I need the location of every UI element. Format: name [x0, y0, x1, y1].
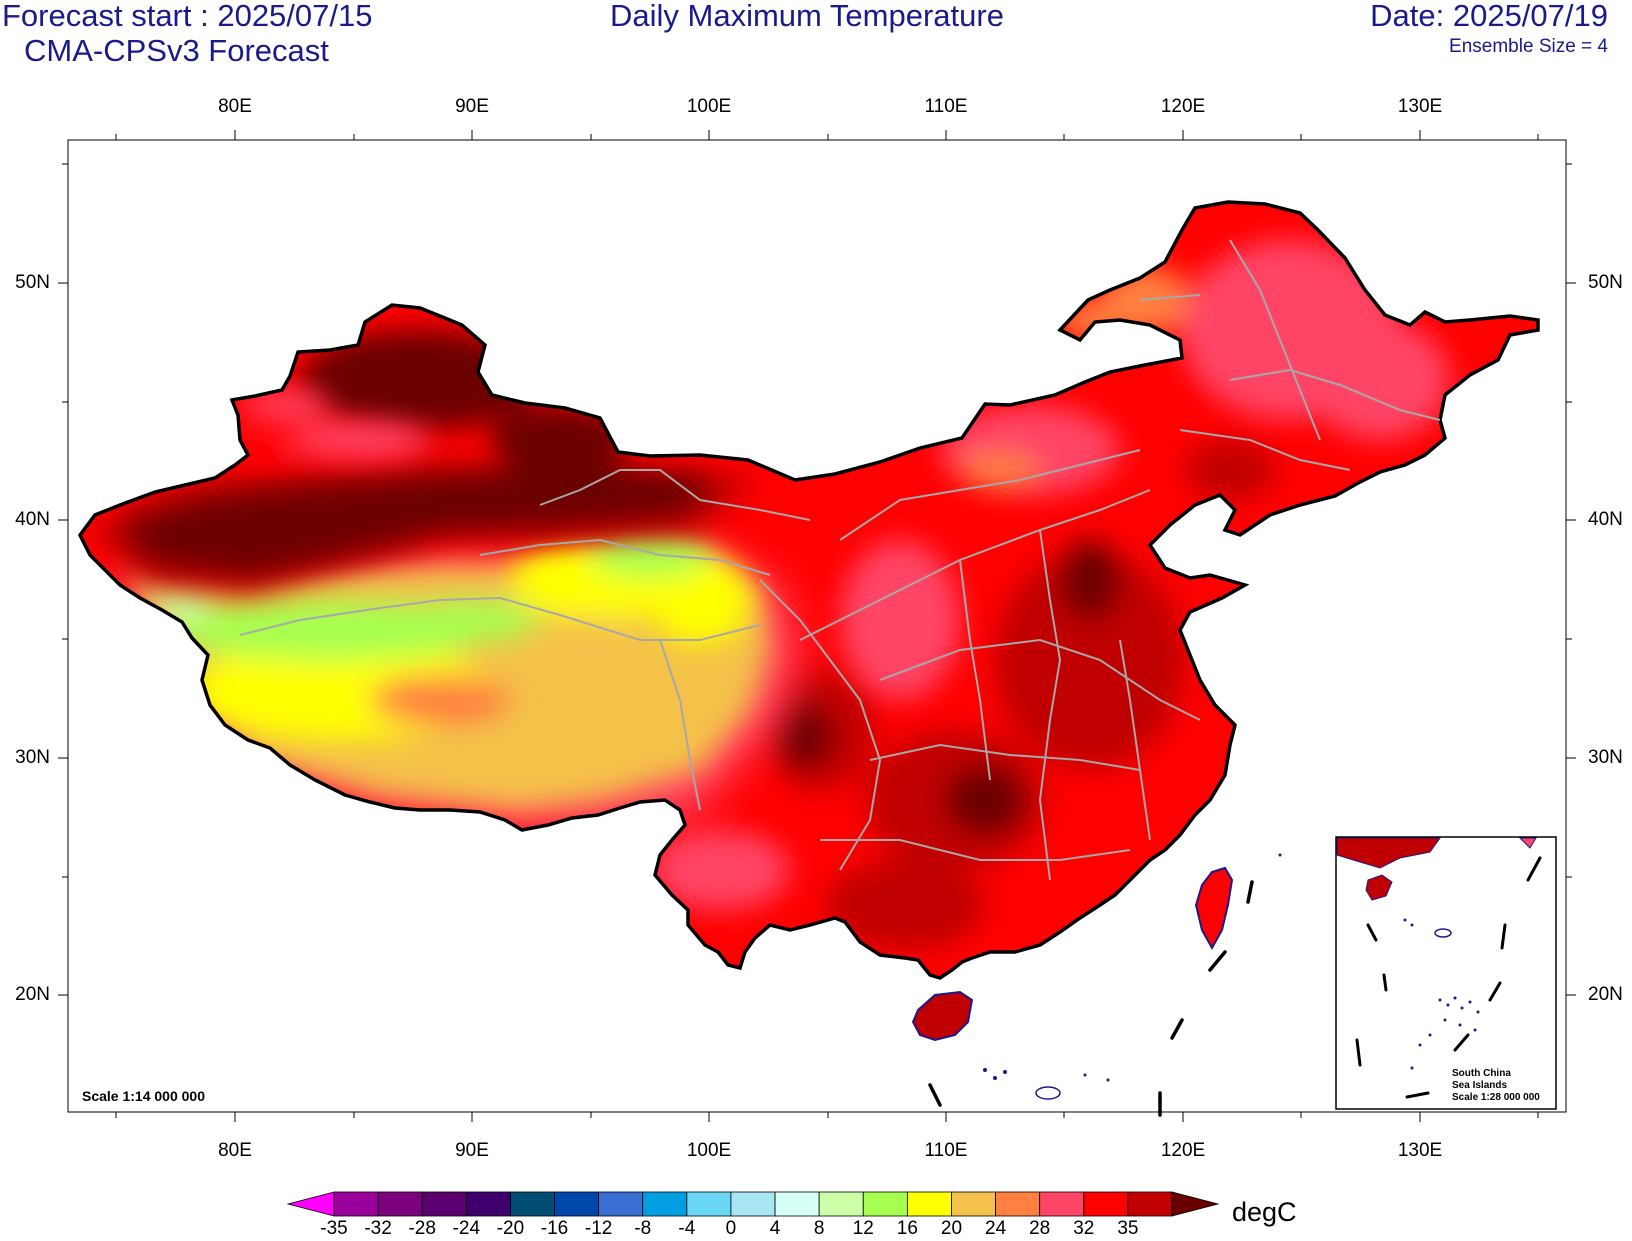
lon-tick-bottom-100E: 100E	[686, 1140, 732, 1161]
colorbar-swatch	[1083, 1191, 1129, 1217]
colorbar-tick-label: 24	[985, 1218, 1007, 1239]
lon-tick-top-90E: 90E	[455, 96, 489, 117]
lat-tick-right-40N: 40N	[1588, 509, 1623, 530]
colorbar-swatch	[554, 1191, 600, 1217]
lon-tick-top-130E: 130E	[1397, 96, 1443, 117]
colorbar-tick-label: 20	[940, 1218, 963, 1239]
lon-tick-bottom-110E: 110E	[924, 1140, 968, 1161]
colorbar-swatch	[598, 1191, 644, 1217]
lon-tick-top-110E: 110E	[924, 96, 968, 117]
valid-date-label: Date: 2025/07/19	[1370, 0, 1608, 33]
colorbar-swatch	[1127, 1191, 1173, 1217]
colorbar-arrow-high	[1171, 1191, 1220, 1217]
lat-tick-left-30N: 30N	[15, 747, 50, 768]
inset-map	[1335, 836, 1557, 1110]
colorbar-tick-label: 32	[1073, 1218, 1095, 1239]
inset-scale-label: Scale 1:28 000 000	[1452, 1092, 1540, 1103]
lon-tick-bottom-90E: 90E	[455, 1140, 489, 1161]
colorbar-swatch	[818, 1191, 864, 1217]
colorbar-swatch	[1039, 1191, 1085, 1217]
colorbar-tick-label: 16	[896, 1218, 918, 1239]
lat-tick-left-40N: 40N	[15, 509, 50, 530]
inset-title-line2: Sea Islands	[1452, 1080, 1508, 1091]
south-china-sea-islands	[983, 853, 1282, 1100]
taiwan-island	[1194, 866, 1234, 951]
colorbar	[286, 1191, 1220, 1217]
nine-dash-line	[928, 880, 1254, 1117]
colorbar-swatch	[421, 1191, 467, 1217]
model-label: CMA-CPSv3 Forecast	[24, 33, 329, 68]
province-boundaries	[239, 239, 1441, 881]
lat-tick-right-30N: 30N	[1588, 747, 1623, 768]
lon-tick-top-120E: 120E	[1160, 96, 1206, 117]
colorbar-arrow-low	[286, 1191, 335, 1217]
colorbar-tick-label: -24	[452, 1218, 481, 1239]
colorbar-tick-label: -20	[496, 1218, 525, 1239]
colorbar-swatch	[730, 1191, 776, 1217]
colorbar-tick-label: -28	[408, 1218, 436, 1239]
hainan-island	[911, 990, 974, 1042]
colorbar-swatch	[377, 1191, 423, 1217]
colorbar-swatch	[642, 1191, 688, 1217]
ensemble-size-label: Ensemble Size = 4	[1449, 36, 1608, 57]
frame-ticks	[58, 130, 1576, 1122]
colorbar-tick-label: 8	[813, 1218, 825, 1239]
inset-title-line1: South China	[1452, 1068, 1511, 1079]
colorbar-swatch	[774, 1191, 820, 1217]
colorbar-swatch	[951, 1191, 996, 1217]
colorbar-tick-label: 12	[852, 1218, 874, 1239]
colorbar-unit: degC	[1232, 1197, 1297, 1227]
lat-tick-left-50N: 50N	[15, 272, 50, 293]
colorbar-tick-label: -8	[634, 1218, 652, 1239]
colorbar-tick-label: -12	[584, 1218, 613, 1239]
map-scale-label: Scale 1:14 000 000	[82, 1088, 205, 1104]
lon-tick-bottom-130E: 130E	[1397, 1140, 1443, 1161]
lon-tick-bottom-80E: 80E	[218, 1140, 252, 1161]
colorbar-tick-label: -32	[364, 1218, 392, 1239]
colorbar-swatch	[995, 1191, 1041, 1217]
colorbar-tick-label: -16	[540, 1218, 569, 1239]
colorbar-swatch	[333, 1191, 379, 1217]
colorbar-swatch	[906, 1191, 952, 1217]
lon-tick-top-80E: 80E	[218, 96, 252, 117]
lon-tick-top-100E: 100E	[686, 96, 732, 117]
colorbar-swatch	[510, 1191, 555, 1217]
forecast-start-label: Forecast start : 2025/07/15	[2, 0, 373, 33]
colorbar-tick-label: -35	[320, 1218, 348, 1239]
colorbar-tick-label: -4	[678, 1218, 696, 1239]
lat-tick-right-50N: 50N	[1588, 272, 1623, 293]
lat-tick-right-20N: 20N	[1588, 984, 1623, 1005]
colorbar-tick-label: 28	[1029, 1218, 1051, 1239]
colorbar-swatch	[686, 1191, 732, 1217]
colorbar-swatch	[465, 1191, 511, 1217]
colorbar-swatch	[862, 1191, 908, 1217]
colorbar-tick-label: 0	[725, 1218, 737, 1239]
map-title: Daily Maximum Temperature	[610, 0, 1004, 33]
lat-tick-left-20N: 20N	[15, 984, 50, 1005]
lon-tick-bottom-120E: 120E	[1160, 1140, 1206, 1161]
colorbar-tick-label: 35	[1117, 1218, 1139, 1239]
colorbar-tick-label: 4	[769, 1218, 781, 1239]
